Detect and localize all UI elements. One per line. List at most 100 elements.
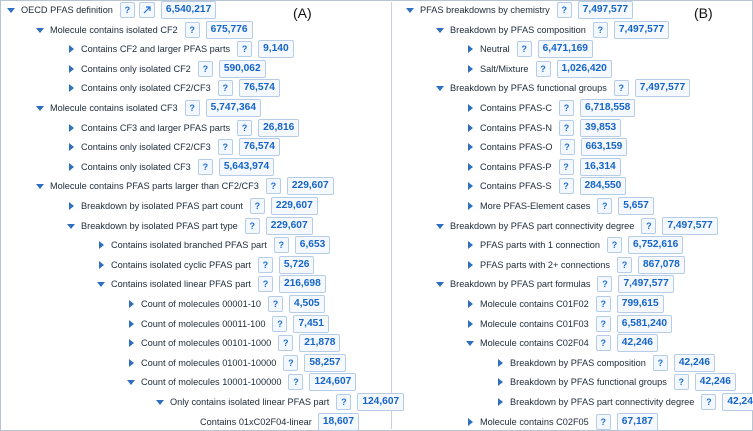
caret-down-icon[interactable] [96,280,105,289]
help-button[interactable]: ? [197,158,213,175]
help-button[interactable]: ? [592,21,608,38]
caret-right-icon[interactable] [66,202,75,211]
count-link[interactable]: 6,540,217 [160,1,217,19]
caret-right-icon[interactable] [96,241,105,250]
count-link[interactable]: 229,607 [265,216,313,235]
external-link-icon[interactable] [138,2,155,18]
caret-right-icon[interactable] [66,45,75,54]
help-button[interactable]: ? [616,256,632,273]
help-button[interactable]: ? [278,335,294,352]
caret-down-icon[interactable] [6,6,15,15]
caret-right-icon[interactable] [465,417,474,426]
help-button[interactable]: ? [273,237,289,254]
caret-down-icon[interactable] [126,378,135,387]
count-link[interactable]: 124,607 [309,373,357,392]
caret-right-icon[interactable] [495,378,504,387]
help-button[interactable]: ? [336,394,352,410]
help-button[interactable]: ? [607,237,623,254]
caret-right-icon[interactable] [465,45,474,54]
help-button[interactable]: ? [272,315,288,332]
help-button[interactable]: ? [559,100,574,116]
count-link[interactable]: 1,026,420 [556,59,612,78]
help-button[interactable]: ? [217,139,233,156]
count-link[interactable]: 42,246 [616,334,658,353]
caret-right-icon[interactable] [465,202,474,211]
count-link[interactable]: 675,776 [205,20,253,39]
caret-down-icon[interactable] [405,6,414,15]
help-button[interactable]: ? [257,256,273,273]
caret-right-icon[interactable] [66,84,75,93]
count-link[interactable]: 7,497,577 [662,216,718,235]
count-link[interactable]: 39,853 [580,118,622,137]
count-link[interactable]: 9,140 [258,40,294,59]
count-link[interactable]: 590,062 [218,59,266,78]
help-button[interactable]: ? [597,276,613,293]
caret-right-icon[interactable] [96,260,105,269]
count-link[interactable]: 124,607 [357,393,405,411]
help-button[interactable]: ? [558,178,574,195]
help-button[interactable]: ? [244,217,260,234]
caret-right-icon[interactable] [465,64,474,73]
help-button[interactable]: ? [673,374,689,391]
count-link[interactable]: 5,657 [618,197,654,215]
count-link[interactable]: 67,187 [616,412,658,431]
count-link[interactable]: 867,078 [637,255,685,274]
caret-down-icon[interactable] [66,221,75,230]
help-button[interactable]: ? [257,276,273,293]
count-link[interactable]: 284,550 [579,177,627,196]
count-link[interactable]: 7,497,577 [577,1,634,19]
caret-right-icon[interactable] [495,358,504,367]
help-button[interactable]: ? [249,198,265,214]
count-link[interactable]: 663,159 [580,138,628,157]
help-button[interactable]: ? [559,119,574,136]
help-button[interactable]: ? [558,158,574,175]
count-link[interactable]: 6,718,558 [580,99,636,117]
help-button[interactable]: ? [268,296,284,312]
help-button[interactable]: ? [641,217,657,234]
caret-down-icon[interactable] [35,25,44,34]
caret-right-icon[interactable] [66,143,75,152]
count-link[interactable]: 42,246 [694,373,736,392]
caret-down-icon[interactable] [435,221,444,230]
count-link[interactable]: 42,246 [673,353,716,372]
count-link[interactable]: 5,747,364 [205,99,261,117]
caret-right-icon[interactable] [465,260,474,269]
caret-down-icon[interactable] [35,104,44,113]
help-button[interactable]: ? [119,2,135,18]
caret-right-icon[interactable] [66,64,75,73]
count-link[interactable]: 7,497,577 [613,20,670,39]
caret-right-icon[interactable] [126,339,135,348]
caret-right-icon[interactable] [465,300,474,309]
help-button[interactable]: ? [595,315,611,332]
caret-right-icon[interactable] [126,319,135,328]
help-button[interactable]: ? [556,2,572,18]
help-button[interactable]: ? [535,60,551,77]
caret-right-icon[interactable] [465,182,474,191]
caret-right-icon[interactable] [465,319,474,328]
caret-down-icon[interactable] [465,339,474,348]
caret-right-icon[interactable] [465,123,474,132]
caret-right-icon[interactable] [465,162,474,171]
caret-right-icon[interactable] [495,398,504,407]
count-link[interactable]: 4,505 [289,295,325,313]
help-button[interactable]: ? [595,335,611,352]
caret-right-icon[interactable] [66,123,75,132]
help-button[interactable]: ? [237,119,253,136]
help-button[interactable]: ? [652,354,668,371]
count-link[interactable]: 7,451 [293,314,329,333]
caret-down-icon[interactable] [155,398,164,407]
caret-right-icon[interactable] [126,358,135,367]
help-button[interactable]: ? [237,41,253,58]
count-link[interactable]: 76,574 [238,138,280,157]
count-link[interactable]: 7,497,577 [618,275,674,294]
caret-right-icon[interactable] [126,300,135,309]
count-link[interactable]: 799,615 [616,295,664,313]
count-link[interactable]: 6,471,169 [537,40,593,59]
caret-right-icon[interactable] [465,241,474,250]
count-link[interactable]: 229,607 [270,197,318,215]
count-link[interactable]: 18,607 [317,412,360,431]
caret-right-icon[interactable] [465,104,474,113]
count-link[interactable]: 26,816 [258,118,300,137]
help-button[interactable]: ? [184,21,200,38]
caret-down-icon[interactable] [435,84,444,93]
